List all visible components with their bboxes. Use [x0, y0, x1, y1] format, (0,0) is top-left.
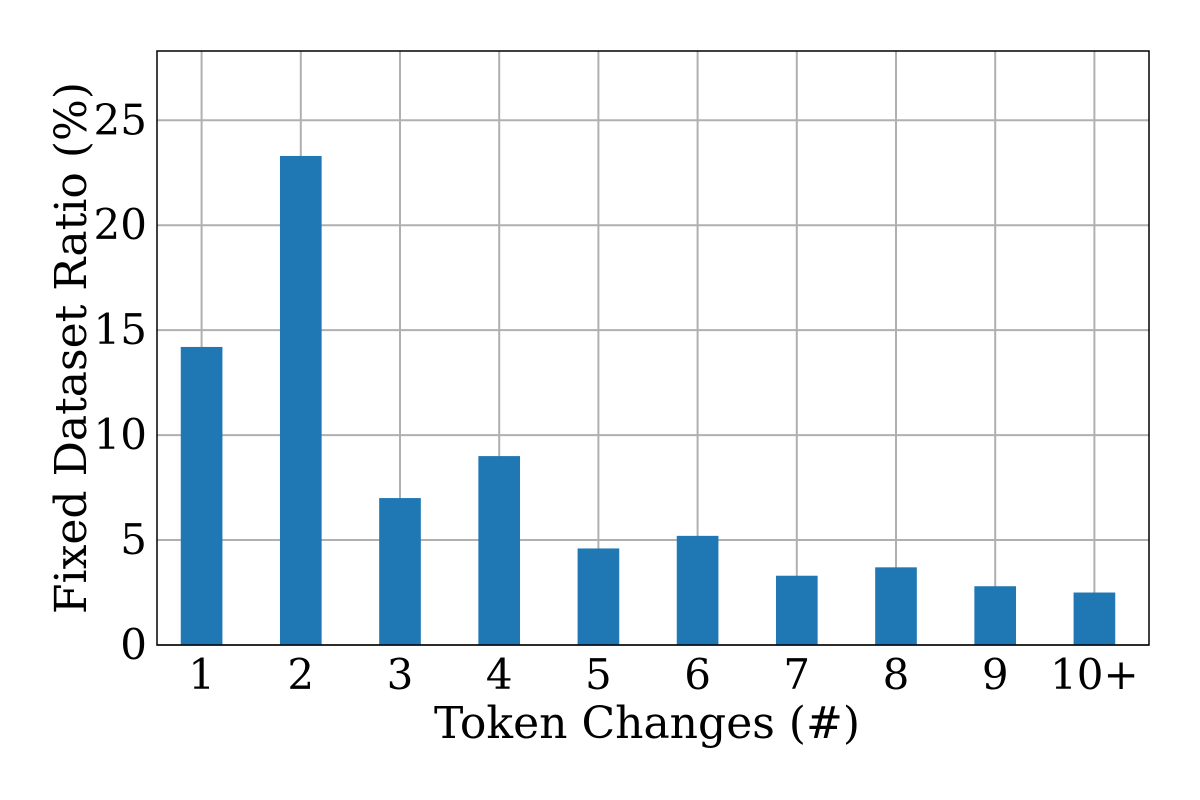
x-tick-label: 8	[883, 650, 910, 699]
plot-frame	[156, 50, 1150, 646]
y-tick-label: 0	[120, 620, 147, 669]
x-tick-labels: 1 2 3 4 5 6 7 8 9 10+	[188, 650, 1138, 699]
x-axis-label: Token Changes (#)	[434, 698, 860, 749]
bar	[1073, 592, 1116, 645]
y-tick-labels: 0 5 10 15 20 25	[94, 95, 147, 669]
y-tick-label: 5	[120, 515, 147, 564]
bars	[180, 155, 1116, 645]
y-axis-label: Fixed Dataset Ratio (%)	[46, 82, 97, 614]
y-tick-label: 10	[94, 410, 147, 459]
bar	[875, 567, 917, 645]
bar	[775, 575, 818, 645]
x-tick-label: 3	[387, 650, 414, 699]
bar	[577, 548, 620, 645]
y-tick-label: 20	[94, 200, 147, 249]
bar	[279, 155, 322, 645]
bar	[379, 498, 421, 645]
bar	[676, 535, 719, 645]
y-tick-label: 25	[94, 95, 147, 144]
x-tick-label: 1	[188, 650, 215, 699]
x-tick-label: 5	[585, 650, 612, 699]
x-tick-label: 6	[684, 650, 711, 699]
x-tick-label: 7	[783, 650, 810, 699]
bar	[180, 346, 223, 645]
x-tick-label: 10+	[1050, 650, 1139, 699]
x-tick-label: 2	[287, 650, 314, 699]
bar	[478, 456, 521, 645]
y-tick-label: 15	[94, 305, 147, 354]
bar	[974, 586, 1017, 645]
x-tick-label: 9	[982, 650, 1009, 699]
x-tick-label: 4	[486, 650, 513, 699]
